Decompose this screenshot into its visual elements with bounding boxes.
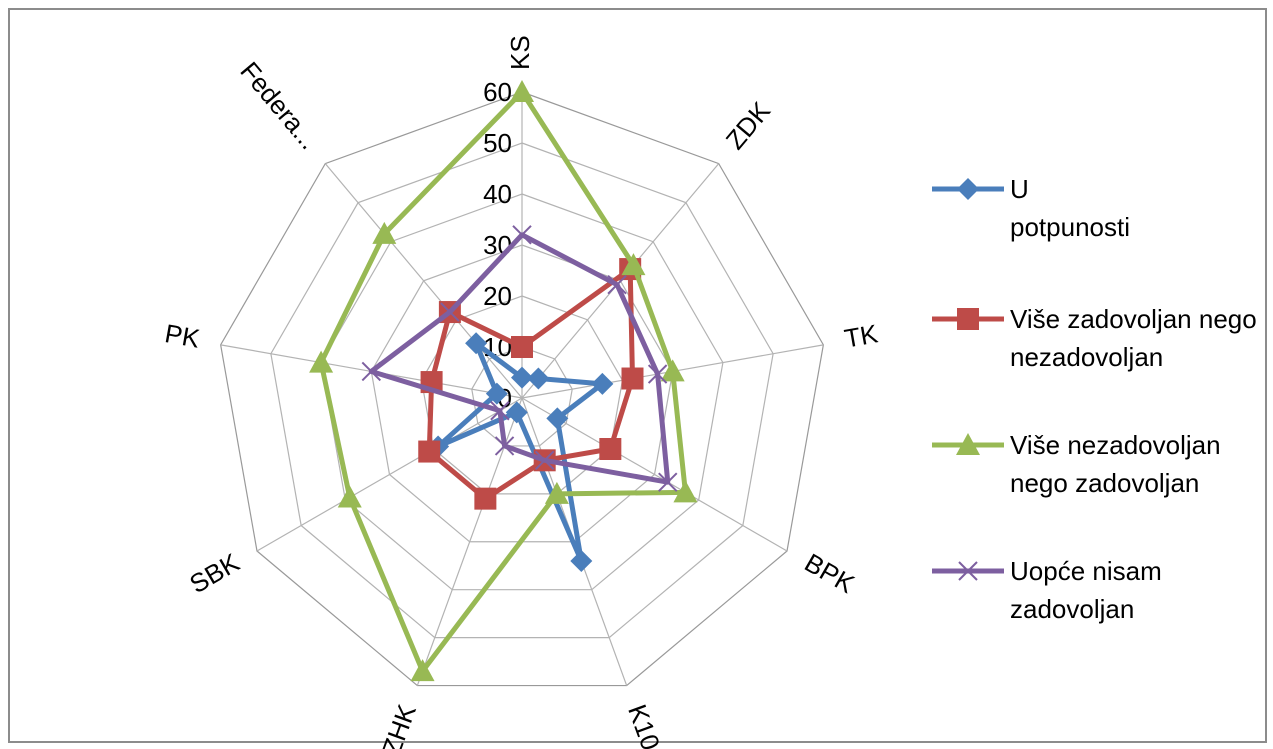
- grid-ring: [471, 346, 573, 447]
- legend-key-square: [932, 308, 1004, 330]
- category-label: BPK: [800, 547, 861, 599]
- category-label: Federa...: [234, 56, 324, 155]
- series-2: [309, 80, 698, 682]
- data-point: [660, 359, 685, 382]
- data-point: [607, 274, 627, 295]
- data-point: [546, 407, 569, 430]
- data-point: [440, 302, 460, 322]
- category-label: KS: [505, 35, 535, 70]
- data-point: [494, 436, 515, 456]
- category-label: SBK: [184, 547, 245, 599]
- data-point: [511, 366, 533, 389]
- data-point: [544, 481, 569, 504]
- data-point: [673, 480, 698, 503]
- grid-ring: [270, 142, 774, 639]
- data-point: [510, 80, 534, 102]
- grid-spoke: [324, 163, 523, 399]
- series-line: [368, 232, 671, 485]
- data-point: [647, 364, 668, 384]
- grid-spoke: [521, 397, 788, 552]
- data-point: [512, 225, 532, 245]
- tick-label: 20: [483, 281, 512, 311]
- data-point: [465, 332, 488, 355]
- category-label: ZDK: [720, 95, 777, 155]
- data-point: [511, 336, 533, 358]
- legend-label: Više nezadovoljan nego zadovoljan: [1010, 430, 1221, 498]
- tick-label: 50: [483, 128, 512, 158]
- category-label: ZHK: [376, 700, 422, 749]
- data-point: [505, 401, 528, 424]
- tick-label: 60: [483, 77, 512, 107]
- data-point: [490, 401, 510, 421]
- data-point: [534, 450, 555, 471]
- tick-label: 40: [483, 179, 512, 209]
- legend-key-diamond: [932, 178, 1004, 200]
- grid-ring: [220, 91, 824, 687]
- data-point: [309, 350, 334, 373]
- category-label: K10: [622, 700, 666, 749]
- data-point: [527, 367, 550, 390]
- series-line: [435, 340, 605, 564]
- legend-label: Više zadovoljan nego nezadovoljan: [1010, 304, 1257, 372]
- data-point: [337, 485, 362, 508]
- category-label: TK: [842, 318, 881, 353]
- series-3: [361, 225, 678, 492]
- data-point: [658, 472, 678, 492]
- data-point: [474, 487, 497, 510]
- data-point: [485, 382, 508, 405]
- data-point: [361, 361, 382, 382]
- legend-label: Uopće nisam zadovoljan: [1010, 556, 1162, 624]
- series-line: [318, 89, 688, 674]
- data-point: [621, 367, 644, 390]
- data-point: [570, 549, 593, 572]
- grid-spoke: [256, 397, 523, 552]
- data-point: [372, 221, 397, 244]
- data-point: [591, 372, 614, 395]
- data-point: [599, 438, 622, 460]
- series-line: [426, 266, 635, 502]
- grid-ring: [320, 193, 724, 591]
- legend-label: U potpunosti: [1010, 174, 1130, 242]
- data-point: [621, 253, 646, 276]
- tick-label: 30: [483, 230, 512, 260]
- radar-grid: [220, 91, 824, 687]
- data-point: [418, 440, 441, 463]
- legend-key-x: [932, 561, 1004, 581]
- series-layer: [309, 80, 698, 682]
- data-point: [410, 659, 435, 682]
- category-label: PK: [163, 318, 203, 354]
- legend-key-triangle: [932, 433, 1004, 455]
